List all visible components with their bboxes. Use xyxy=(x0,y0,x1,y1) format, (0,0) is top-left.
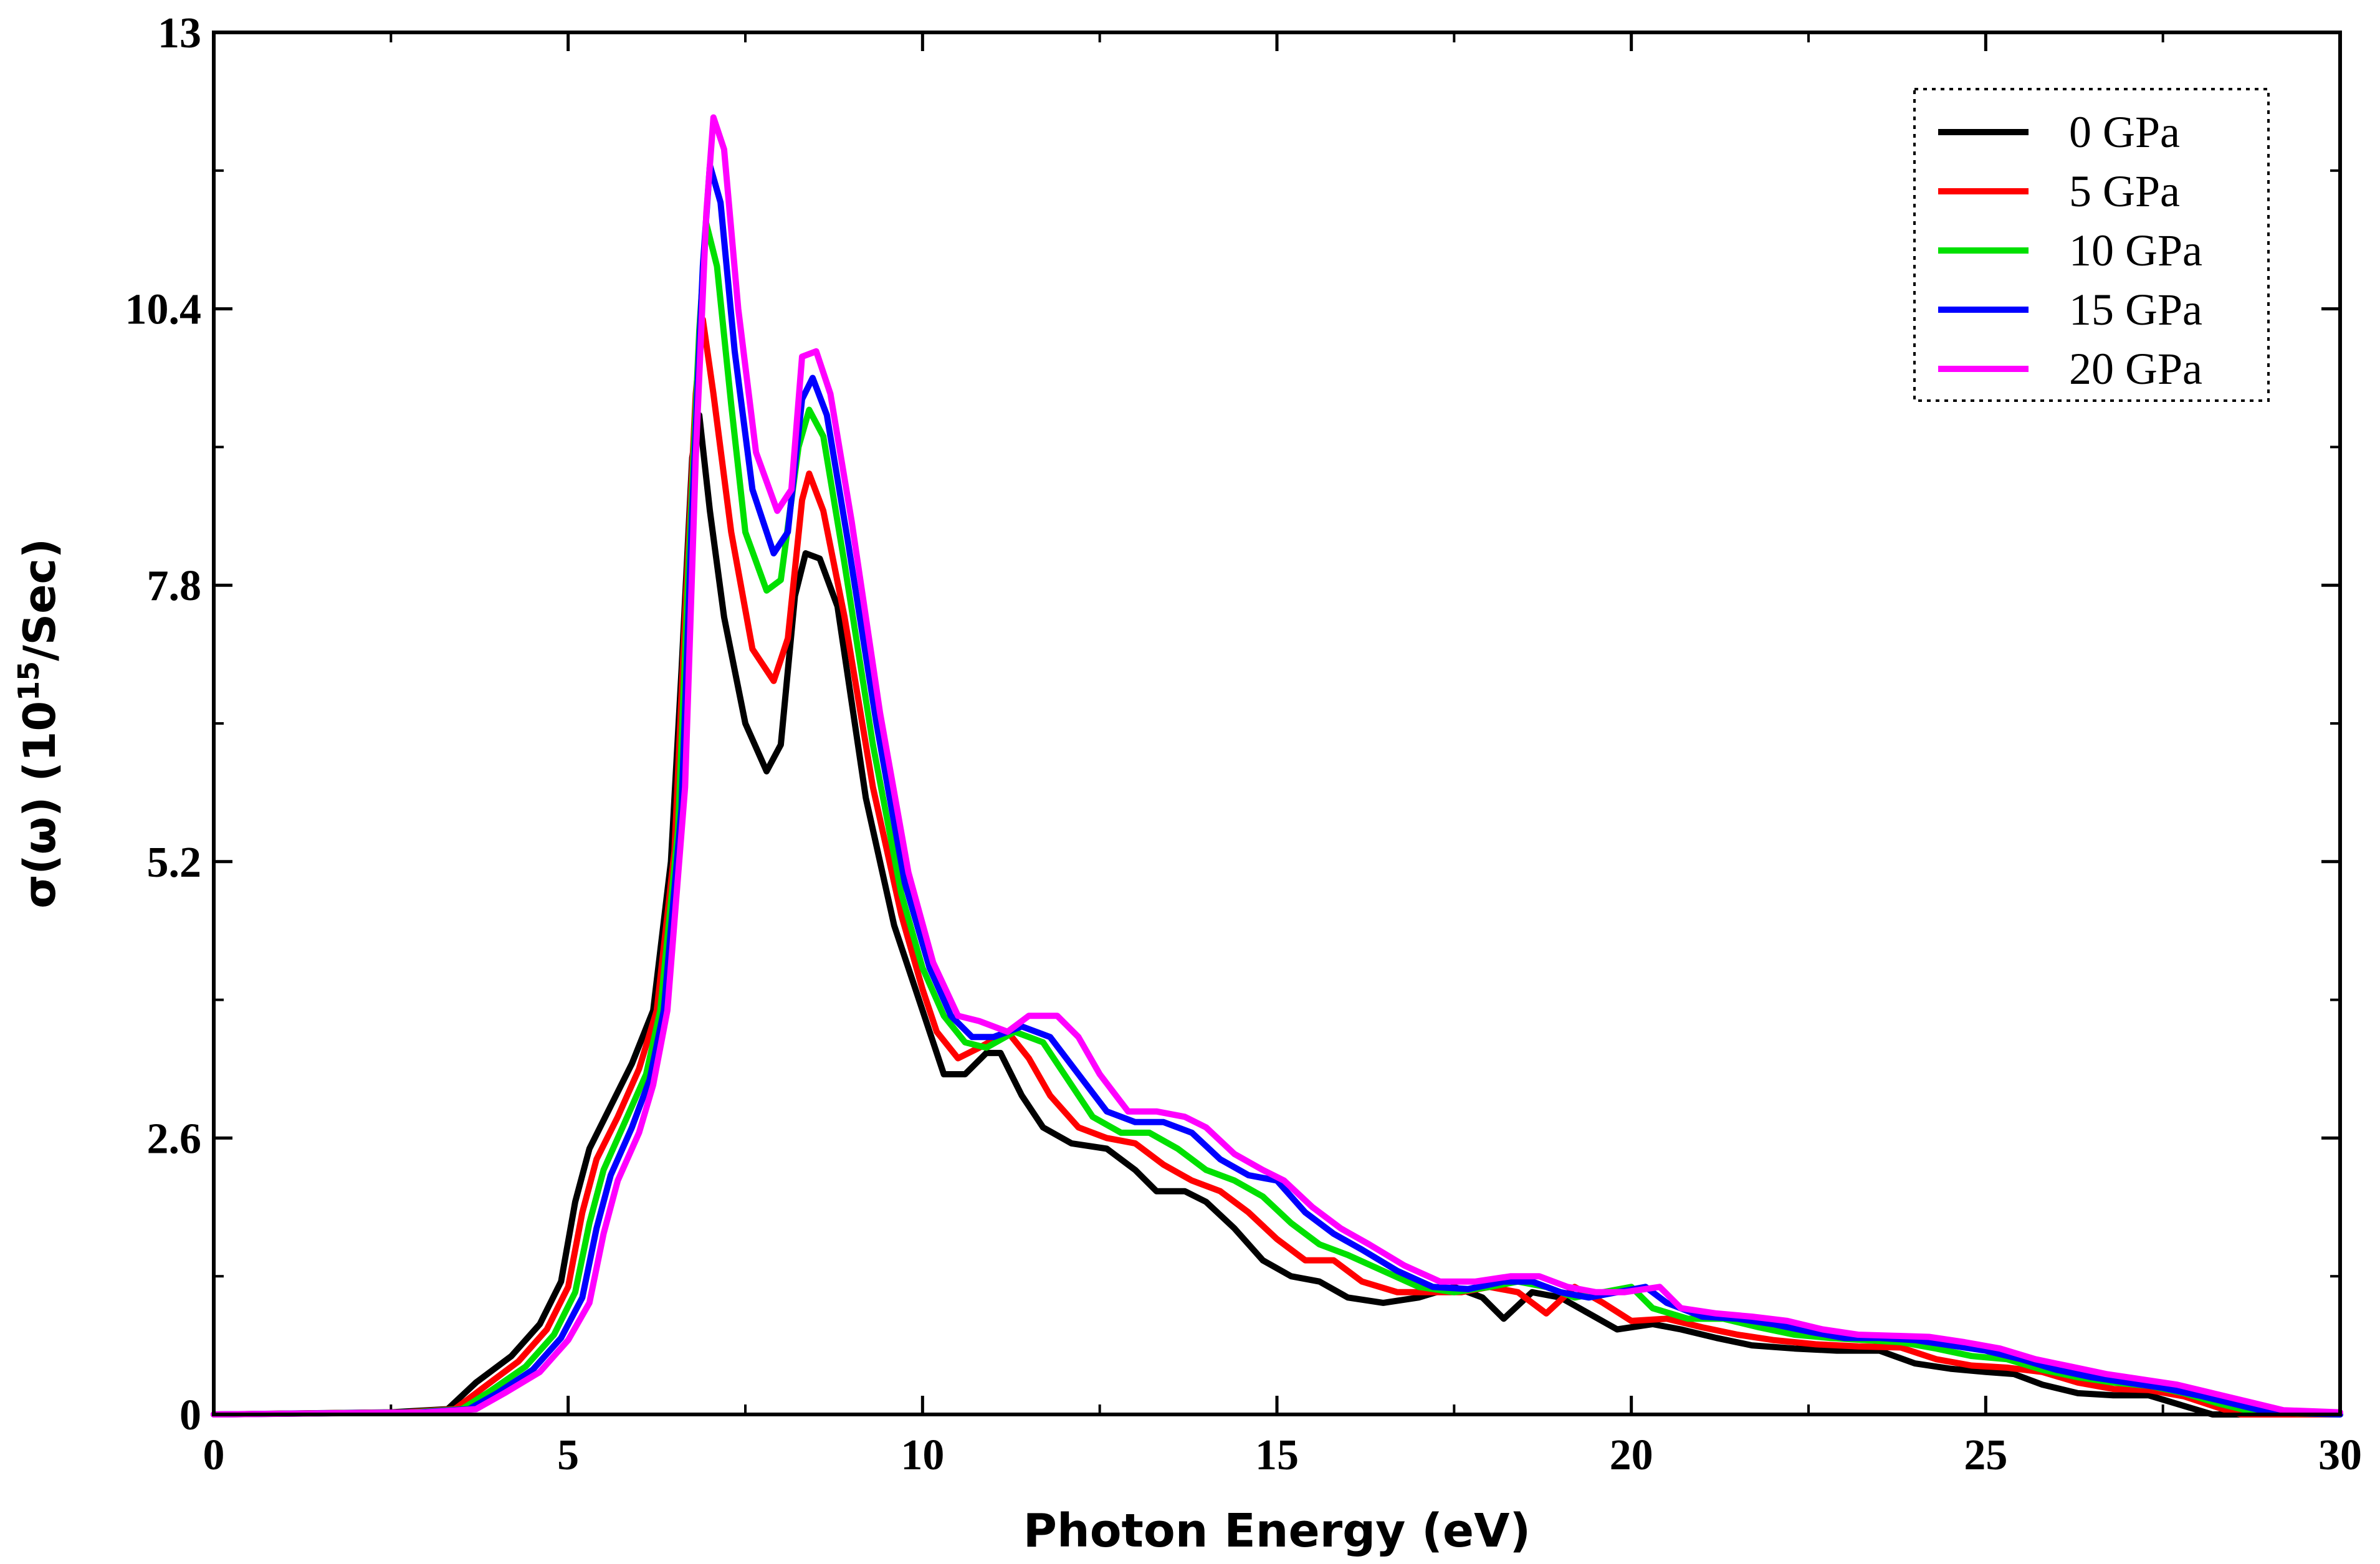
legend: 0 GPa 5 GPa 10 GPa 15 GPa 20 GPa xyxy=(1913,88,2270,402)
x-tick-label: 0 xyxy=(203,1431,225,1479)
axis-tick-labels: 0 5 10 15 20 25 30 0 2.6 5.2 7.8 10.4 13 xyxy=(125,9,2363,1479)
series-lines xyxy=(211,114,2343,1418)
x-tick-label: 5 xyxy=(557,1431,579,1479)
y-tick-label: 7.8 xyxy=(147,562,202,610)
legend-label: 5 GPa xyxy=(2069,166,2180,216)
legend-label: 10 GPa xyxy=(2069,226,2202,275)
x-tick-label: 15 xyxy=(1255,1431,1299,1479)
x-tick-label: 30 xyxy=(2318,1431,2362,1479)
y-tick-label: 2.6 xyxy=(147,1115,202,1163)
x-axis-title: Photon Energy (eV) xyxy=(1023,1504,1531,1558)
y-axis-title: σ(ω) (1015/Sec) xyxy=(12,538,65,908)
x-tick-label: 25 xyxy=(1964,1431,2007,1479)
y-tick-label: 5.2 xyxy=(147,839,202,887)
y-tick-label: 13 xyxy=(158,9,201,57)
legend-box xyxy=(1913,88,2270,402)
legend-label: 20 GPa xyxy=(2069,344,2202,394)
x-tick-label: 10 xyxy=(901,1431,944,1479)
x-tick-label: 20 xyxy=(1610,1431,1653,1479)
y-axis-title-prefix: σ(ω) (10 xyxy=(14,701,65,908)
series-line-20-gpa xyxy=(211,114,2343,1418)
y-axis-title-superscript: 15 xyxy=(12,661,45,701)
y-tick-label: 10.4 xyxy=(125,286,202,334)
y-axis-title-suffix: /Sec) xyxy=(14,538,65,661)
legend-label: 15 GPa xyxy=(2069,285,2202,335)
y-tick-label: 0 xyxy=(179,1391,201,1439)
plot-frame xyxy=(212,31,2342,1416)
legend-label: 0 GPa xyxy=(2069,107,2180,157)
